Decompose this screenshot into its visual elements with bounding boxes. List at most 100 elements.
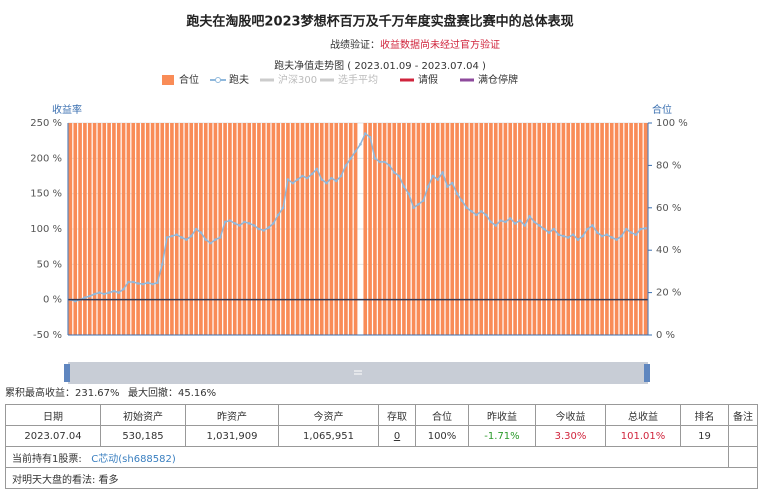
position-bar [300, 123, 305, 335]
position-bar [431, 123, 435, 335]
header-row: 日期 初始资产 昨资产 今资产 存取 合位 昨收益 今收益 总收益 排名 备注 [5, 404, 758, 426]
cell [728, 425, 758, 447]
return-point [465, 206, 469, 210]
return-point [160, 263, 164, 266]
return-point [349, 157, 353, 160]
legend-swatch [215, 77, 221, 83]
position-bar [435, 123, 440, 335]
stock-link[interactable]: C芯动(sh688582) [91, 453, 176, 465]
position-bar [228, 123, 232, 335]
return-point [450, 181, 454, 185]
return-point [359, 142, 362, 146]
return-point [88, 294, 92, 298]
return-point [489, 220, 493, 224]
position-bar [155, 123, 160, 335]
return-point [513, 222, 517, 225]
return-point [310, 172, 314, 176]
position-bar [218, 123, 223, 335]
data-row: 2023.07.04 530,185 1,031,909 1,065,951 0 10… [5, 425, 758, 447]
position-bar [160, 123, 165, 335]
position-bar [286, 123, 290, 335]
position-bar [513, 123, 517, 335]
return-point [93, 292, 96, 296]
return-point [504, 220, 507, 224]
position-bar [68, 123, 73, 335]
return-point [576, 238, 580, 241]
return-point [209, 241, 212, 245]
position-bar [566, 123, 571, 335]
return-point [397, 174, 401, 178]
return-point [98, 291, 101, 294]
return-point [518, 219, 522, 222]
position-bar [426, 123, 430, 335]
position-bar [619, 123, 624, 335]
return-point [634, 233, 638, 236]
return-point [629, 231, 633, 234]
return-point [315, 167, 319, 171]
position-bar [242, 123, 247, 335]
position-bar [484, 123, 488, 335]
return-point [262, 229, 266, 232]
position-bar [571, 123, 575, 335]
position-bar [522, 123, 527, 335]
return-point [281, 206, 285, 210]
position-bar [421, 123, 426, 335]
position-bar [460, 123, 464, 335]
y2-tick-label: 20 % [656, 288, 681, 299]
return-point [199, 231, 203, 234]
return-point [373, 157, 377, 160]
position-bar [387, 123, 392, 335]
position-bar [213, 123, 218, 335]
position-bar [440, 123, 445, 335]
y-tick-label: 50 % [37, 259, 62, 270]
legend-label: 沪深300 [278, 73, 317, 86]
return-point [151, 282, 154, 286]
position-bar [199, 123, 203, 335]
position-bar [479, 123, 484, 335]
return-point [460, 199, 464, 203]
return-point [276, 213, 280, 217]
nav-handle[interactable] [64, 364, 70, 382]
deposit-link[interactable]: 0 [393, 430, 401, 442]
return-point [73, 299, 77, 303]
return-point [426, 185, 430, 188]
return-point [566, 236, 570, 239]
return-point [238, 224, 241, 227]
legend-swatch [162, 75, 174, 85]
navigator[interactable] [68, 362, 648, 384]
y-tick-label: 150 % [30, 189, 62, 200]
cell: -1.71% [468, 425, 536, 447]
cell: 530,185 [100, 425, 186, 447]
return-point [214, 238, 217, 241]
y2-tick-label: 60 % [656, 203, 681, 214]
return-point [446, 185, 449, 188]
verify-text: 收益数据尚未经过官方验证 [380, 38, 500, 51]
position-bar [595, 123, 600, 335]
return-point [136, 282, 140, 285]
position-bar [416, 123, 421, 335]
return-point [533, 220, 536, 224]
position-bar [102, 123, 107, 335]
return-point [272, 222, 275, 225]
return-point [325, 181, 328, 185]
return-point [431, 174, 435, 178]
th: 初始资产 [100, 404, 186, 426]
return-point [595, 231, 599, 234]
return-point [484, 213, 488, 217]
return-point [175, 233, 179, 236]
return-point [194, 227, 198, 231]
return-point [441, 171, 444, 174]
return-point [600, 234, 604, 238]
max-drawdown: 最大回撤：45.16% [128, 386, 216, 399]
nav-handle[interactable] [644, 364, 650, 382]
position-bar [590, 123, 595, 335]
position-bar [87, 123, 92, 335]
y2-tick-label: 40 % [656, 245, 681, 256]
legend-label: 跑夫 [229, 73, 249, 86]
return-point [122, 287, 125, 291]
return-point [412, 206, 415, 210]
return-point [218, 236, 222, 239]
th: 日期 [5, 404, 101, 426]
position-bar [141, 123, 145, 335]
